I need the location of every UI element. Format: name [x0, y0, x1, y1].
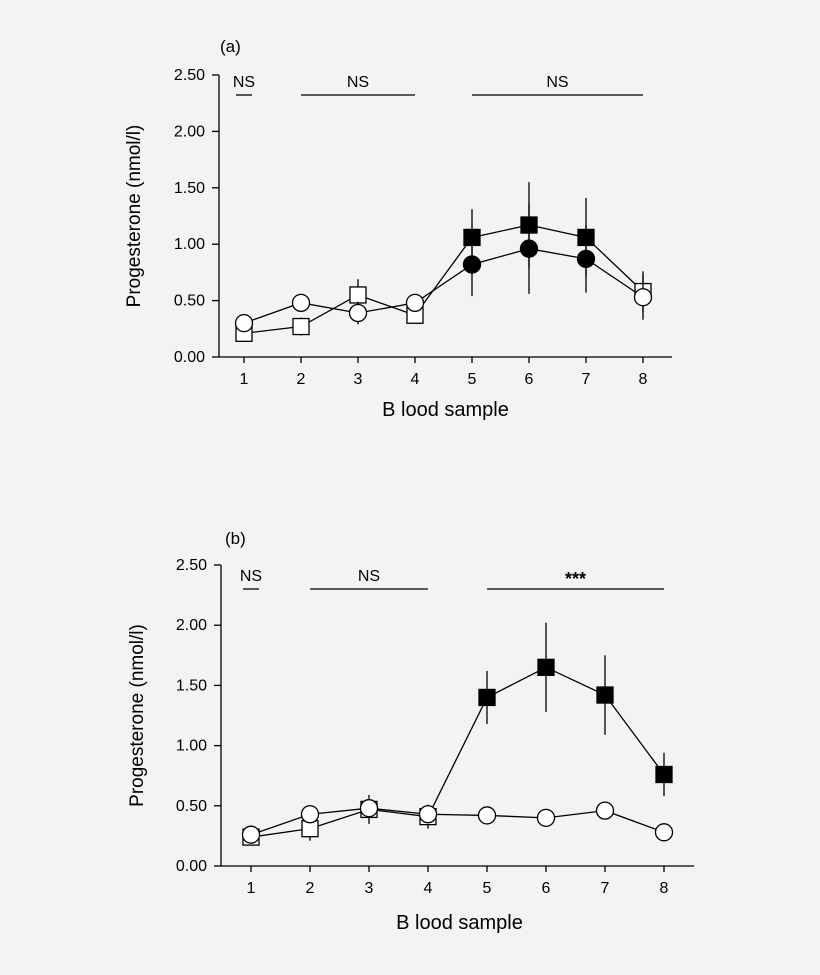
data-point-circle: [536, 808, 556, 827]
y-tick-label: 1.50: [176, 677, 207, 694]
y-tick-label: 1.50: [174, 180, 205, 197]
series-line-square: [250, 666, 665, 838]
data-point-circle: [234, 314, 254, 333]
data-point-square: [596, 686, 614, 704]
data-point-circle: [576, 249, 596, 269]
data-point-circle: [477, 806, 497, 825]
x-tick-label: 6: [525, 371, 534, 388]
x-tick-label: 3: [354, 371, 363, 388]
data-point-circle: [359, 799, 379, 818]
y-tick-label: 1.00: [174, 236, 205, 253]
chart-panel-a: (a) 0.00 0.50 1.00 1.50 2.00 2.50 1 2 3 4 5 6 7 8 B loo…: [124, 37, 672, 421]
y-axis-title: Progesterone (nmol/l): [124, 125, 145, 308]
x-tick-label: 4: [411, 371, 420, 388]
x-axis-title: B lood sample: [396, 912, 523, 934]
x-tick-label: 4: [424, 880, 433, 897]
data-point-square: [537, 658, 555, 676]
significance-label: NS: [233, 74, 255, 91]
x-axis-title: B lood sample: [382, 399, 509, 421]
data-point-circle: [291, 293, 311, 313]
significance-label: NS: [546, 74, 568, 91]
x-tick-label: 6: [542, 880, 551, 897]
data-point-circle: [405, 293, 425, 313]
y-tick-label: 0.50: [176, 798, 207, 815]
x-tick-label: 5: [468, 371, 477, 388]
panel-label: (b): [225, 529, 246, 548]
x-tick-label: 8: [639, 371, 648, 388]
significance-label: NS: [358, 568, 380, 585]
data-point-square: [349, 286, 367, 304]
x-tick-label: 3: [365, 880, 374, 897]
x-tick-label: 1: [240, 371, 249, 388]
significance-label: NS: [347, 74, 369, 91]
data-point-circle: [418, 805, 438, 824]
significance-label: ***: [565, 569, 586, 589]
x-tick-label: 2: [306, 880, 315, 897]
data-point-circle: [241, 825, 261, 844]
significance-label: NS: [240, 568, 262, 585]
series-line-circle: [243, 248, 644, 324]
x-tick-label: 8: [660, 880, 669, 897]
data-point-circle: [519, 239, 539, 258]
chart-panel-b: (b) 0.00 0.50 1.00 1.50 2.00 2.50 1 2 3 4 5 6 7 8 B loo…: [127, 529, 694, 934]
data-point-square: [655, 765, 673, 784]
y-tick-label: 2.50: [174, 67, 205, 84]
panel-label: (a): [220, 37, 241, 56]
y-tick-label: 1.00: [176, 738, 207, 755]
data-point-square: [292, 317, 310, 336]
y-tick-label: 0.00: [176, 858, 207, 875]
x-tick-label: 2: [297, 371, 306, 388]
data-point-circle: [654, 823, 674, 842]
y-tick-label: 0.00: [174, 349, 205, 366]
data-point-circle: [595, 801, 615, 820]
data-point-circle: [300, 805, 320, 824]
x-tick-label: 5: [483, 880, 492, 897]
series-line-circle: [250, 807, 665, 836]
data-point-circle: [633, 288, 653, 307]
y-axis-title: Progesterone (nmol/l): [127, 624, 148, 807]
x-tick-label: 7: [582, 371, 591, 388]
data-point-circle: [348, 303, 368, 323]
data-point-circle: [462, 255, 482, 274]
y-tick-label: 2.00: [176, 617, 207, 634]
y-tick-label: 0.50: [174, 293, 205, 310]
x-tick-label: 1: [247, 880, 256, 897]
y-tick-label: 2.50: [176, 557, 207, 574]
y-tick-label: 2.00: [174, 123, 205, 140]
data-point-square: [478, 688, 496, 707]
series-line-square: [243, 224, 644, 334]
x-tick-label: 7: [601, 880, 610, 897]
